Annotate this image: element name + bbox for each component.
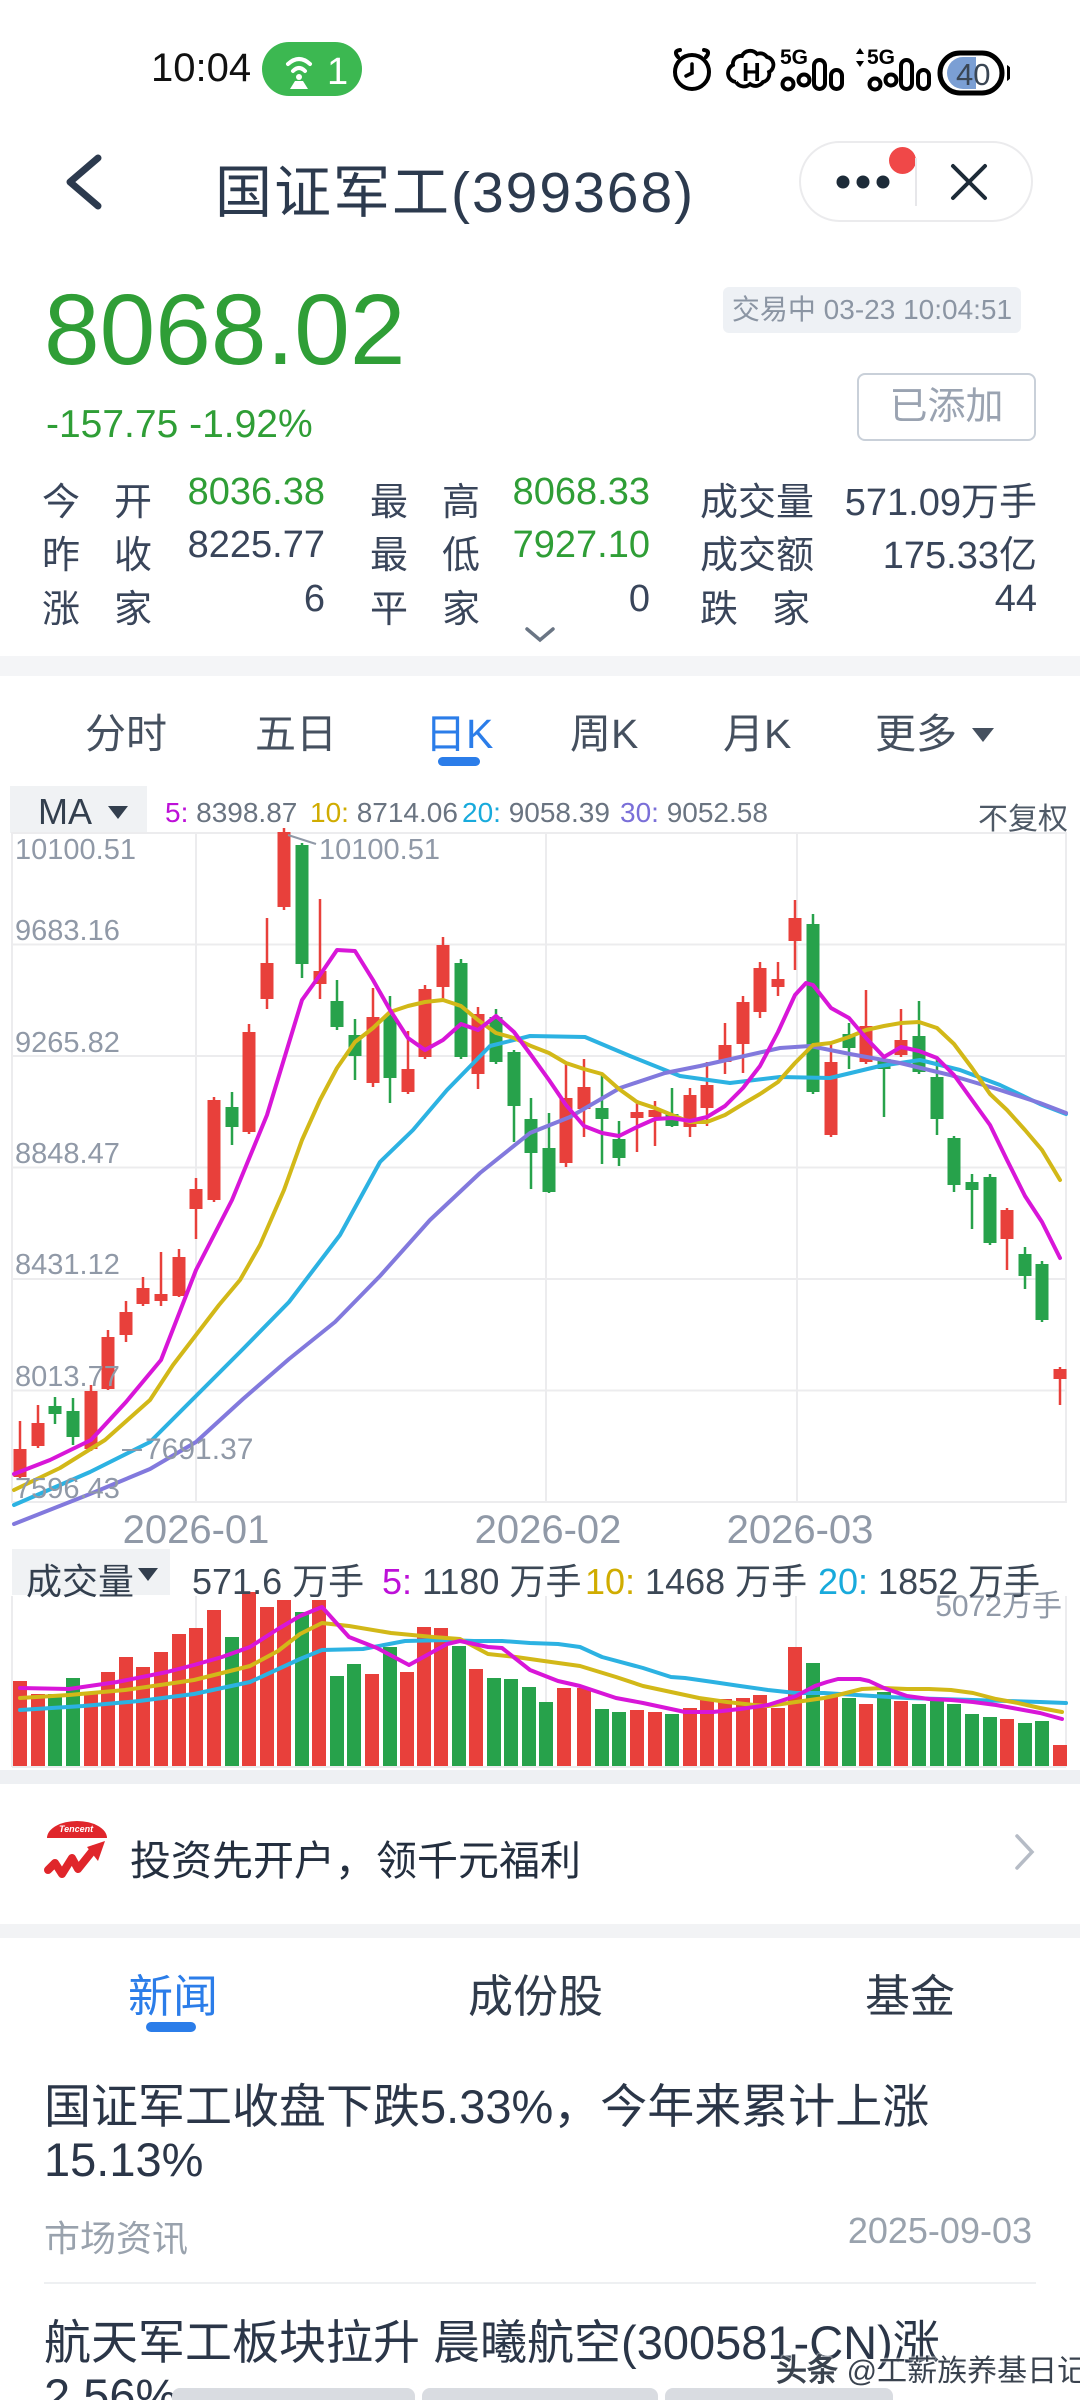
svg-text:8431.12: 8431.12 xyxy=(15,1249,120,1281)
svg-text:Tencent: Tencent xyxy=(59,1824,94,1834)
svg-text:10100.51: 10100.51 xyxy=(319,834,440,866)
svg-text:9683.16: 9683.16 xyxy=(15,915,120,947)
svg-text:5G: 5G xyxy=(780,46,808,69)
svg-text:8013.77: 8013.77 xyxy=(15,1361,120,1393)
svg-text:H: H xyxy=(742,57,761,87)
svg-text:2026-02: 2026-02 xyxy=(475,1508,622,1552)
svg-text:8848.47: 8848.47 xyxy=(15,1138,120,1170)
svg-text:5G: 5G xyxy=(867,46,895,69)
svg-text:40: 40 xyxy=(956,57,990,92)
svg-text:7596.43: 7596.43 xyxy=(15,1473,120,1505)
svg-text:9265.82: 9265.82 xyxy=(15,1027,120,1059)
svg-text:2026-03: 2026-03 xyxy=(727,1508,874,1552)
svg-text:5072万手: 5072万手 xyxy=(935,1590,1062,1623)
svg-text:10100.51: 10100.51 xyxy=(15,834,136,866)
svg-text:7691.37: 7691.37 xyxy=(145,1433,253,1466)
svg-text:2026-01: 2026-01 xyxy=(123,1508,270,1552)
